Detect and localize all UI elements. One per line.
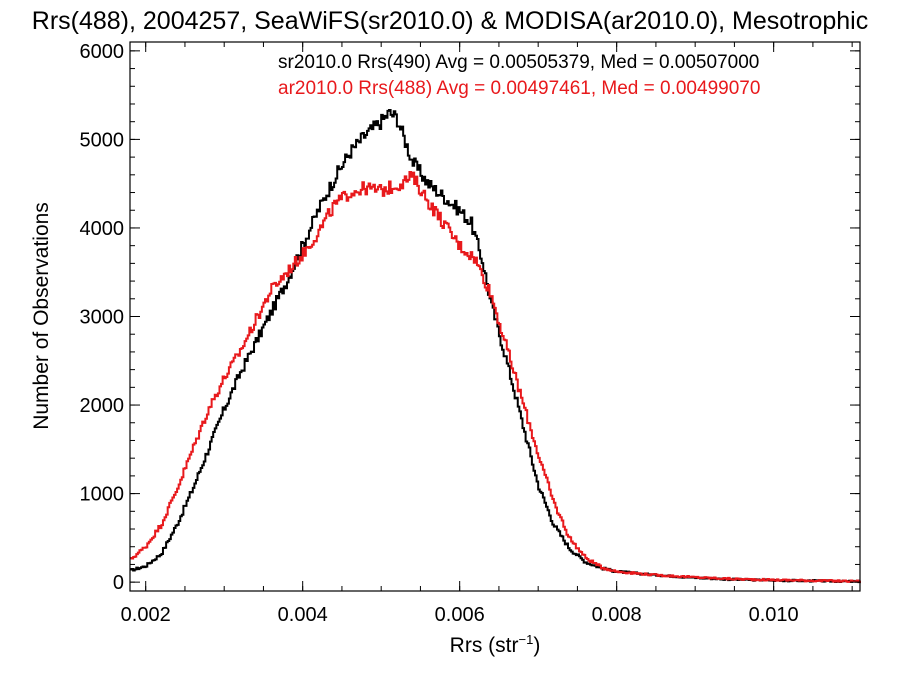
annotation-red: ar2010.0 Rrs(488) Avg = 0.00497461, Med … <box>278 78 760 99</box>
y-tick-label: 3000 <box>80 307 125 329</box>
x-axis-label-main: Rrs (str <box>450 634 519 657</box>
y-tick-label: 6000 <box>80 41 125 63</box>
series-line-1 <box>130 170 861 583</box>
y-axis-label: Number of Observations <box>30 202 53 430</box>
y-tick-label: 2000 <box>80 395 125 417</box>
x-axis-label: Rrs (str−1) <box>450 632 541 657</box>
plot-area <box>130 108 861 584</box>
x-tick-label: 0.008 <box>592 604 642 626</box>
y-axis: 0 1000 2000 3000 4000 5000 6000 <box>80 41 860 594</box>
y-tick-label: 0 <box>113 572 124 594</box>
x-tick-label: 0.002 <box>121 604 171 626</box>
x-tick-label: 0.006 <box>435 604 485 626</box>
y-tick-label: 5000 <box>80 129 125 151</box>
series-line-0 <box>130 108 861 584</box>
x-tick-label: 0.004 <box>278 604 328 626</box>
x-axis-label-close: ) <box>533 634 540 657</box>
x-axis: 0.002 0.004 0.006 0.008 0.010 <box>121 42 853 626</box>
y-tick-label: 4000 <box>80 218 125 240</box>
x-axis-label-superscript: −1 <box>519 632 534 647</box>
x-tick-label: 0.010 <box>749 604 799 626</box>
annotation-black: sr2010.0 Rrs(490) Avg = 0.00505379, Med … <box>278 52 759 73</box>
y-tick-label: 1000 <box>80 484 125 506</box>
chart-title: Rrs(488), 2004257, SeaWiFS(sr2010.0) & M… <box>32 7 868 35</box>
